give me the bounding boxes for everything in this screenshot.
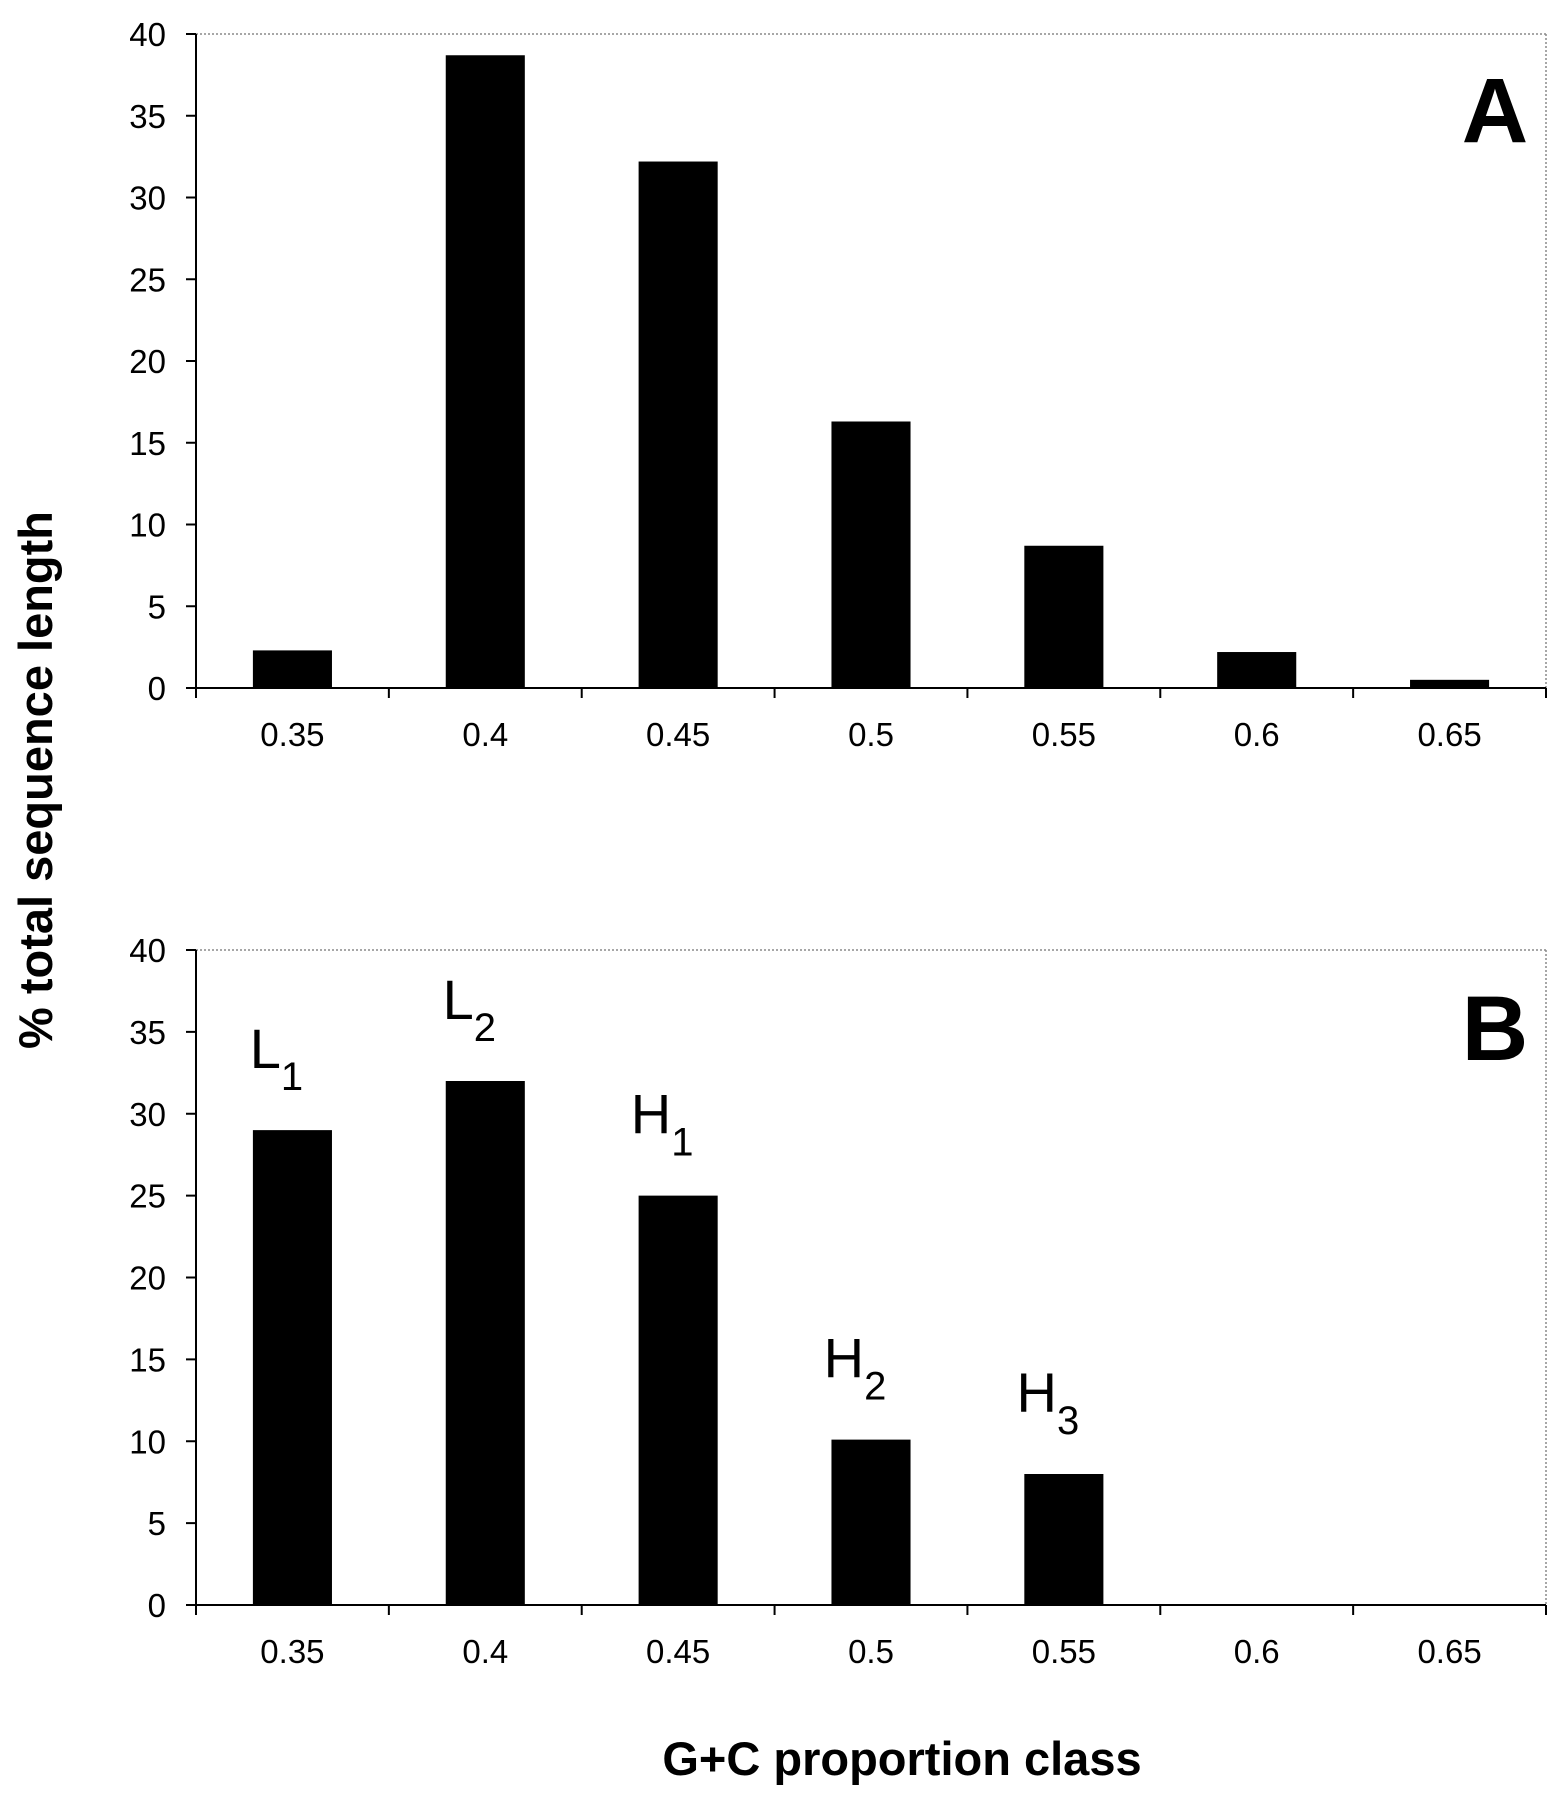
y-tick-label: 30 xyxy=(129,1096,166,1133)
y-tick-label: 0 xyxy=(148,1587,166,1624)
x-tick-label: 0.5 xyxy=(848,1633,894,1670)
bar-annotation-subscript: 2 xyxy=(474,1006,496,1050)
bar xyxy=(1217,652,1297,688)
x-tick-label: 0.55 xyxy=(1032,716,1096,753)
x-tick-label: 0.35 xyxy=(260,1633,324,1670)
bar-annotation-subscript: 3 xyxy=(1057,1399,1079,1443)
x-tick-label: 0.65 xyxy=(1417,716,1481,753)
bar xyxy=(445,1081,525,1605)
y-tick-label: 25 xyxy=(129,261,166,298)
panel-letter: A xyxy=(1462,60,1528,162)
x-tick-label: 0.35 xyxy=(260,716,324,753)
y-tick-label: 5 xyxy=(148,588,166,625)
x-tick-label: 0.5 xyxy=(848,716,894,753)
bar xyxy=(831,421,911,688)
x-tick-label: 0.4 xyxy=(462,1633,508,1670)
y-tick-label: 15 xyxy=(129,1341,166,1378)
bar xyxy=(445,55,525,688)
y-tick-label: 35 xyxy=(129,98,166,135)
x-tick-label: 0.45 xyxy=(646,1633,710,1670)
bar-annotation-subscript: 1 xyxy=(281,1055,303,1099)
y-tick-label: 10 xyxy=(129,507,166,544)
x-tick-label: 0.4 xyxy=(462,716,508,753)
bar xyxy=(638,161,718,688)
y-tick-label: 30 xyxy=(129,180,166,217)
y-tick-label: 10 xyxy=(129,1423,166,1460)
x-tick-label: 0.45 xyxy=(646,716,710,753)
y-tick-label: 25 xyxy=(129,1178,166,1215)
y-axis-title: % total sequence length xyxy=(9,511,62,1049)
y-tick-label: 40 xyxy=(129,16,166,53)
y-tick-label: 35 xyxy=(129,1014,166,1051)
chart-panel-b: 0 5 10 15 20 25 30 35 40 0.35 0.4 0.45 0.5 0.55 0.6 0.6… xyxy=(129,932,1547,1670)
bar-annotation-subscript: 1 xyxy=(671,1121,693,1165)
panel-letter: B xyxy=(1462,978,1528,1080)
y-tick-label: 40 xyxy=(129,932,166,969)
bar xyxy=(1410,679,1490,688)
y-tick-label: 0 xyxy=(148,670,166,707)
bar xyxy=(252,1130,332,1605)
y-tick-label: 5 xyxy=(148,1505,166,1542)
x-axis-title: G+C proportion class xyxy=(662,1732,1141,1785)
bar xyxy=(1024,545,1104,688)
chart-panel-a: 0 5 10 15 20 25 30 35 40 0.35 0.4 0.45 0.5 0.55 0.6 0.6… xyxy=(129,16,1547,753)
y-tick-label: 15 xyxy=(129,425,166,462)
x-tick-label: 0.6 xyxy=(1234,716,1280,753)
y-tick-label: 20 xyxy=(129,1260,166,1297)
x-tick-label: 0.6 xyxy=(1234,1633,1280,1670)
bar xyxy=(252,650,332,688)
y-tick-label: 20 xyxy=(129,343,166,380)
x-tick-label: 0.65 xyxy=(1417,1633,1481,1670)
bar xyxy=(1024,1474,1104,1605)
bar xyxy=(638,1195,718,1605)
x-tick-label: 0.55 xyxy=(1032,1633,1096,1670)
bar xyxy=(831,1439,911,1605)
bar-annotation-subscript: 2 xyxy=(864,1365,886,1409)
